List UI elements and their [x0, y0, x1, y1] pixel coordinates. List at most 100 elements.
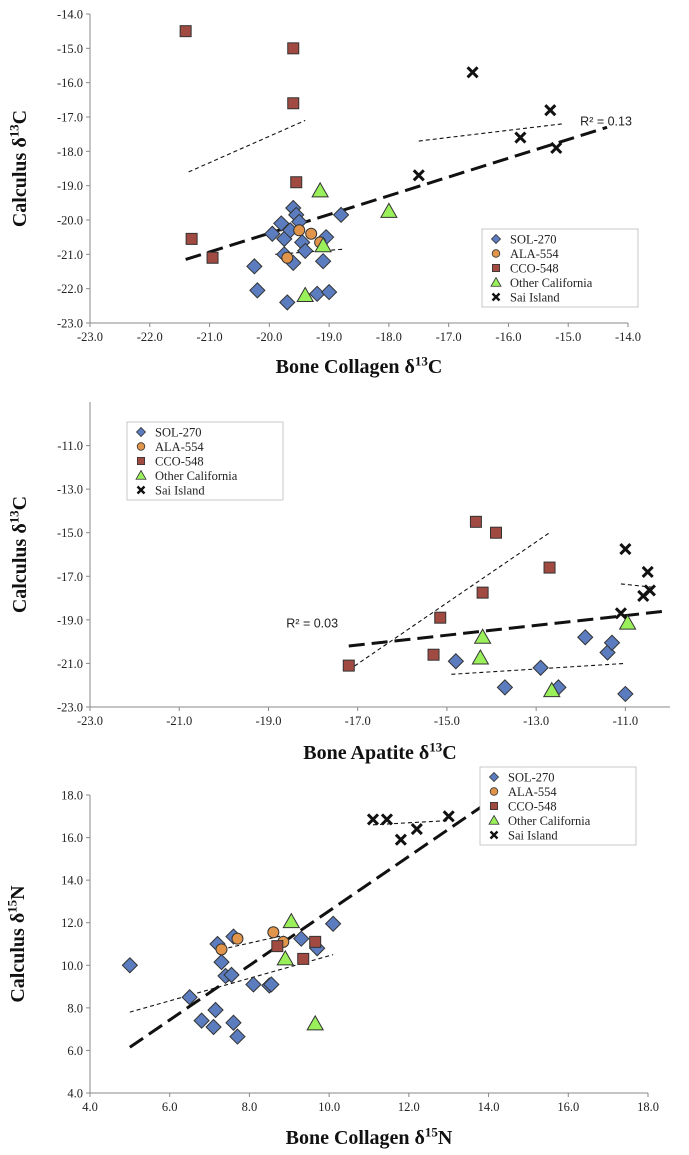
- data-point-sol-270: [223, 966, 240, 984]
- x-tick-label: -16.0: [495, 330, 521, 344]
- data-point-other-california: [311, 181, 330, 198]
- data-point-sol-270: [249, 282, 266, 299]
- data-point-cco-548: [434, 611, 447, 624]
- data-point-sol-270: [245, 976, 262, 993]
- x-tick-label: 18.0: [637, 1100, 659, 1114]
- data-point-ala-554: [267, 926, 280, 939]
- data-point-sol-270: [121, 957, 139, 974]
- data-point-sol-270: [181, 989, 198, 1006]
- data-point-sai-island: [412, 169, 425, 182]
- data-point-cco-548: [476, 586, 489, 599]
- y-tick-label: 10.0: [61, 959, 83, 973]
- x-axis-title: Bone Apatite δ13C: [303, 739, 456, 764]
- x-tick-label: 14.0: [478, 1100, 500, 1114]
- x-tick-label: -23.0: [77, 714, 103, 728]
- r-squared-label: R² = 0.13: [580, 115, 632, 129]
- legend-entry: Other California: [508, 814, 591, 828]
- y-tick-label: -17.0: [57, 111, 83, 125]
- data-point-cco-548: [469, 515, 482, 528]
- data-point-cco-548: [290, 176, 303, 189]
- data-point-sol-270: [193, 1012, 210, 1029]
- data-point-sol-270: [332, 206, 350, 224]
- y-tick-label: 6.0: [67, 1044, 83, 1058]
- legend-entry: SOL-270: [510, 233, 557, 247]
- data-point-sol-270: [293, 930, 310, 947]
- data-point-other-california: [618, 614, 637, 630]
- data-point-ala-554: [215, 943, 228, 956]
- chart-2: -23.0 -21.0 -19.0 -17.0 -15.0 -13.0 -11.0 -23.0…: [6, 402, 670, 764]
- legend-entry: SOL-270: [508, 771, 555, 785]
- trendline-group: [620, 583, 653, 588]
- trendline-group: [188, 119, 306, 173]
- legend-box: [481, 228, 639, 308]
- data-point-cco-548: [427, 648, 440, 661]
- x-axis-title: Bone Collagen δ15N: [286, 1124, 453, 1149]
- legend-entry: Sai Island: [510, 291, 560, 305]
- y-tick-label: -22.0: [57, 282, 83, 296]
- x-tick-label: -20.0: [256, 330, 282, 344]
- legend-marker: [135, 469, 147, 480]
- r-squared-label: R² = 0.03: [286, 616, 338, 630]
- data-point-sai-island: [544, 104, 557, 117]
- data-point-sol-270: [603, 634, 621, 651]
- data-point-sai-island: [410, 822, 423, 836]
- data-point-sol-270: [246, 258, 263, 275]
- legend-marker: [136, 485, 146, 495]
- data-point-sai-island: [366, 813, 380, 826]
- legend-marker: [488, 814, 500, 825]
- data-point-sol-270: [279, 294, 296, 311]
- x-tick-label: -15.0: [434, 714, 460, 728]
- data-point-sai-island: [442, 810, 455, 823]
- x-tick-label: 16.0: [557, 1100, 579, 1114]
- data-point-sol-270: [205, 1018, 222, 1036]
- trendline-group: [418, 123, 563, 142]
- data-point-cco-548: [185, 232, 198, 245]
- chart-3: 4.0 6.0 8.0 10.0 12.0 14.0 16.0 18.0 4.0 6.0 8.0 10…: [4, 766, 659, 1149]
- x-tick-label: -18.0: [376, 330, 402, 344]
- data-point-sai-island: [619, 542, 632, 556]
- x-tick-label: -21.0: [197, 330, 223, 344]
- legend-marker: [489, 802, 498, 811]
- x-tick-label: 4.0: [82, 1100, 98, 1114]
- data-point-sai-island: [641, 565, 654, 578]
- legend-entry: SOL-270: [155, 426, 202, 440]
- y-tick-label: -15.0: [57, 526, 83, 540]
- y-axis-title: Calculus δ15N: [4, 885, 29, 1003]
- trendline-overall: [348, 609, 666, 648]
- x-tick-label: 12.0: [398, 1100, 420, 1114]
- data-point-sol-270: [532, 659, 549, 676]
- data-point-sol-270: [617, 685, 634, 703]
- x-tick-label: -19.0: [255, 714, 281, 728]
- trendline-group: [275, 248, 345, 255]
- y-tick-label: -23.0: [57, 701, 83, 715]
- legend-entry: CCO-548: [508, 800, 557, 814]
- data-point-sai-island: [466, 66, 479, 79]
- legend-box: [126, 421, 284, 501]
- legend-entry: ALA-554: [510, 247, 559, 261]
- y-tick-label: -21.0: [57, 657, 83, 671]
- y-tick-label: 14.0: [61, 874, 83, 888]
- y-tick-label: -11.0: [57, 439, 83, 453]
- data-point-sol-270: [320, 283, 338, 301]
- data-point-sol-270: [314, 252, 332, 270]
- data-point-sai-island: [550, 141, 563, 154]
- legend-marker: [136, 442, 146, 451]
- data-point-other-california: [380, 202, 398, 218]
- data-point-other-california: [276, 949, 295, 966]
- y-tick-label: -23.0: [57, 317, 83, 331]
- legend-marker: [135, 426, 147, 438]
- y-tick-label: 16.0: [61, 831, 83, 845]
- data-point-ala-554: [293, 224, 306, 237]
- y-axis-title: Calculus δ13C: [6, 496, 31, 613]
- legend-entry: Sai Island: [155, 484, 205, 498]
- trendline-group: [372, 819, 449, 826]
- y-tick-label: -13.0: [57, 483, 83, 497]
- data-point-cco-548: [342, 659, 355, 672]
- x-tick-label: 8.0: [242, 1100, 258, 1114]
- data-point-cco-548: [309, 935, 322, 948]
- legend-marker: [490, 233, 502, 245]
